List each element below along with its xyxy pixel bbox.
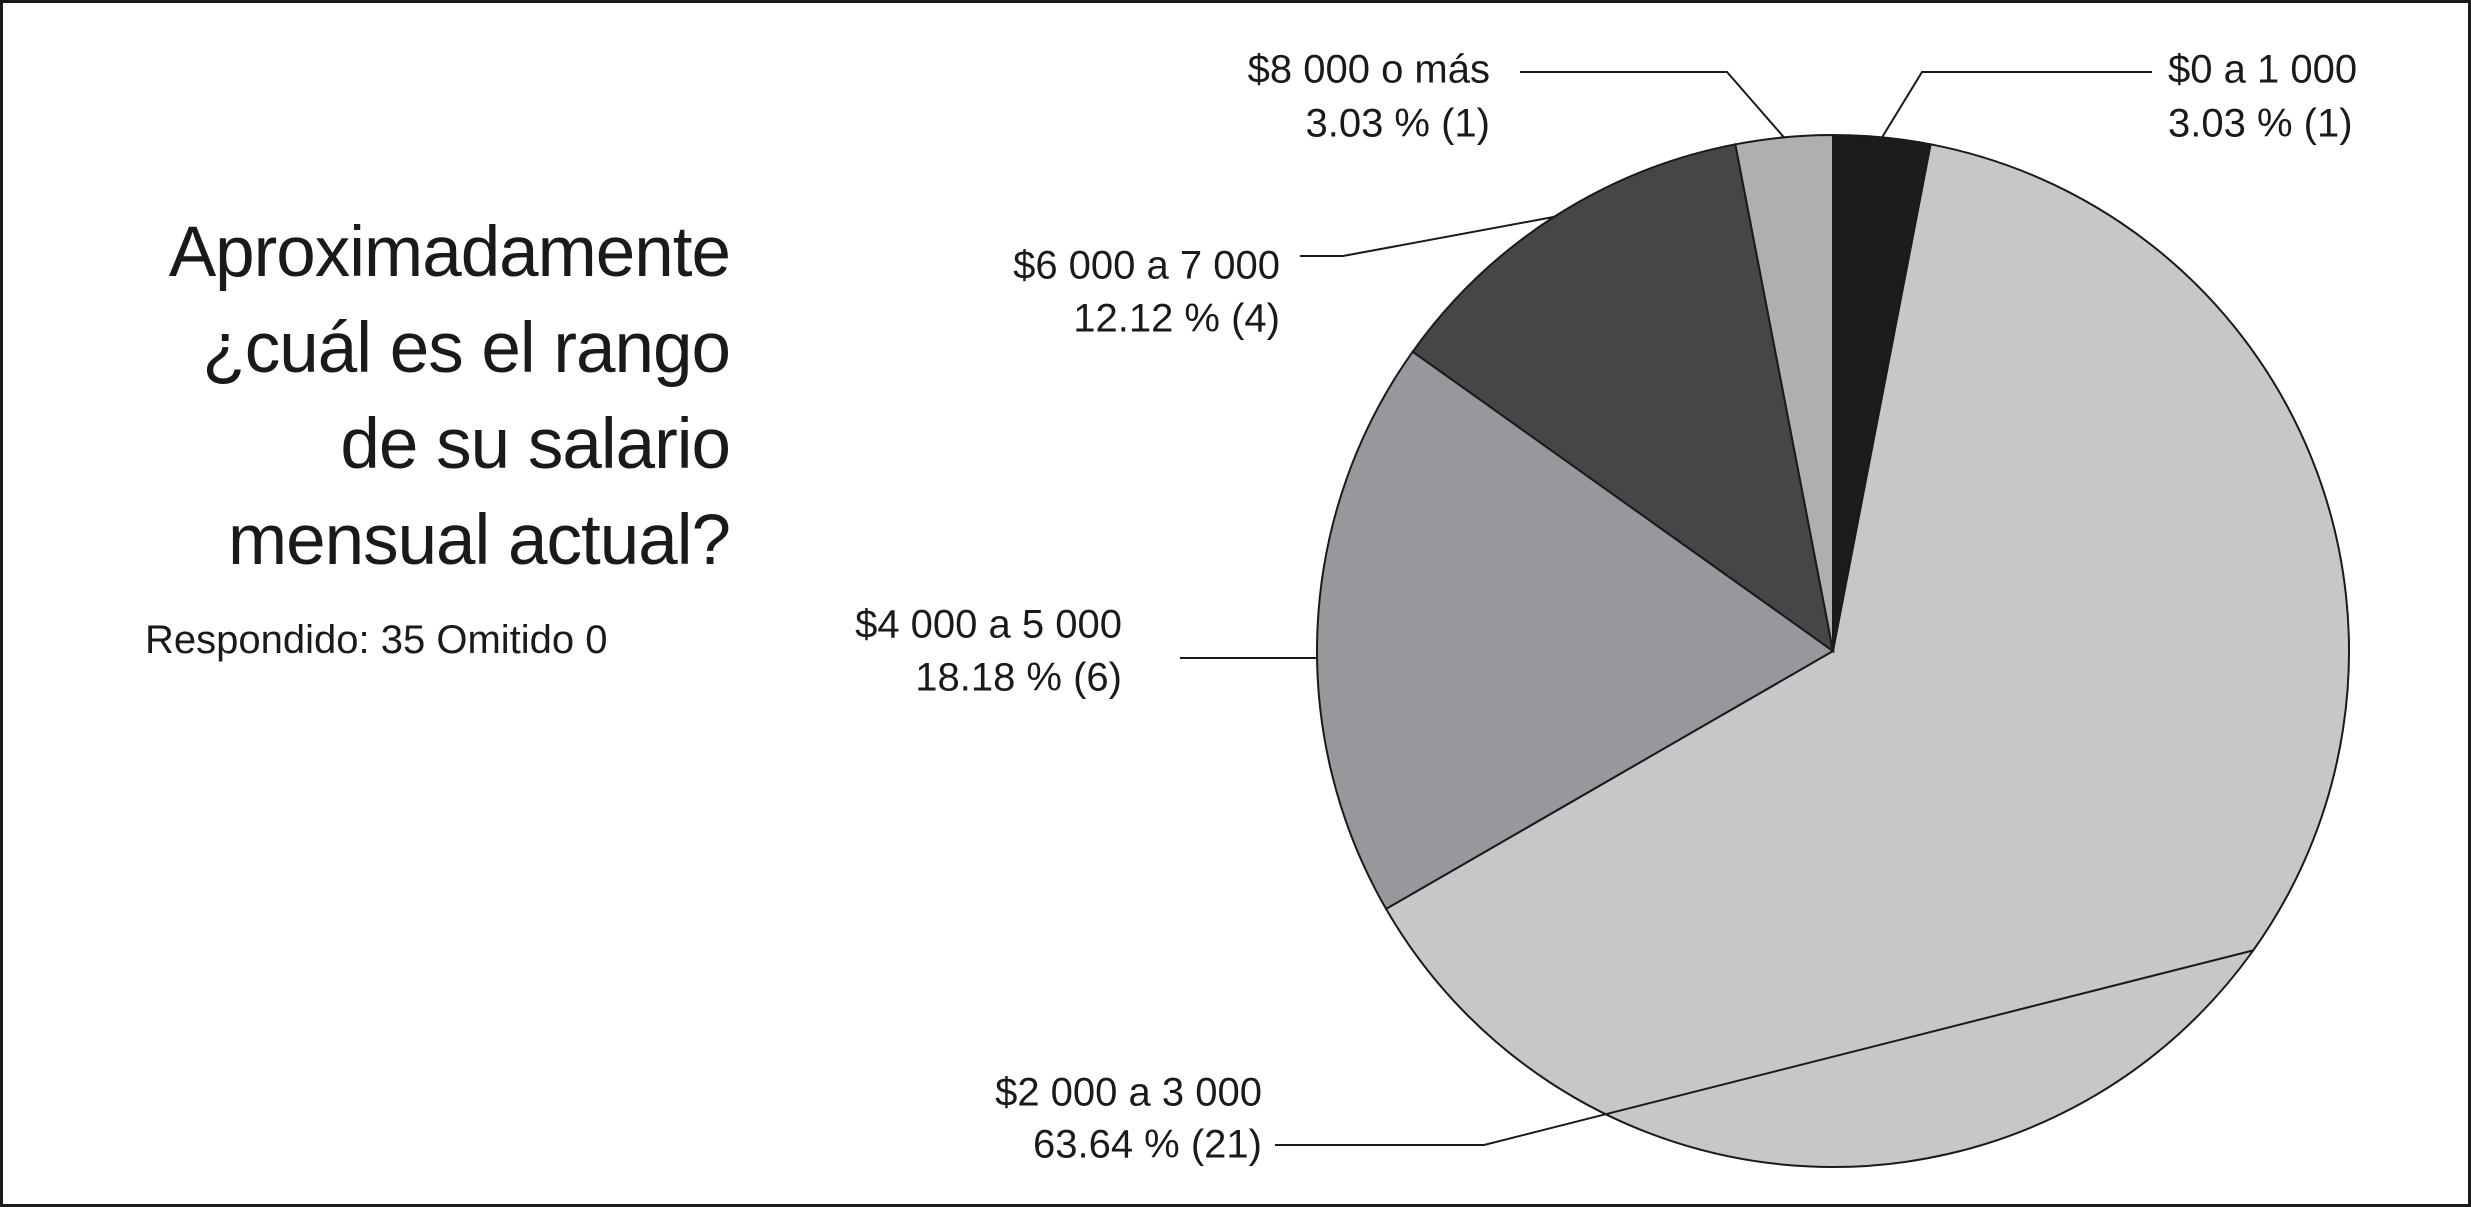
slice-percent-label: 18.18 % (6) [915,656,1122,700]
leader-line [1300,215,1555,257]
pie-slices [1316,133,2350,1168]
pie-slice [1411,143,1835,654]
title-line: ¿cuál es el rango [202,309,731,388]
title-line: de su salario [340,405,731,484]
slice-category-label: $4 000 a 5 000 [855,603,1122,647]
chart-subtitle: Respondido: 35 Omitido 0 [145,618,608,662]
leader-line [1275,949,2254,1146]
slice-percent-label: 63.64 % (21) [1033,1123,1262,1167]
slice-percent-label: 3.03 % (1) [1305,102,1490,146]
slice-labels: $0 a 1 000 3.03 % (1) $2 000 a 3 000 63.64 … [855,48,2357,1167]
slice-percent-label: 3.03 % (1) [2168,102,2353,146]
slice-category-label: $8 000 o más [1248,48,1490,92]
slice-category-label: $0 a 1 000 [2168,48,2357,92]
title-line: mensual actual? [227,501,731,580]
leader-line [1881,71,2152,138]
slice-percent-label: 12.12 % (4) [1073,297,1280,341]
slice-category-label: $6 000 a 7 000 [1013,244,1280,288]
leader-line [1520,71,1785,138]
chart-title: Aproximadamente ¿cuál es el rango de su … [40,205,731,589]
title-line: Aproximadamente [168,213,731,292]
slice-category-label: $2 000 a 3 000 [995,1071,1262,1115]
pie-slice [1734,133,1834,652]
pie-slice [1316,350,1835,911]
leader-lines [1180,71,2254,1146]
